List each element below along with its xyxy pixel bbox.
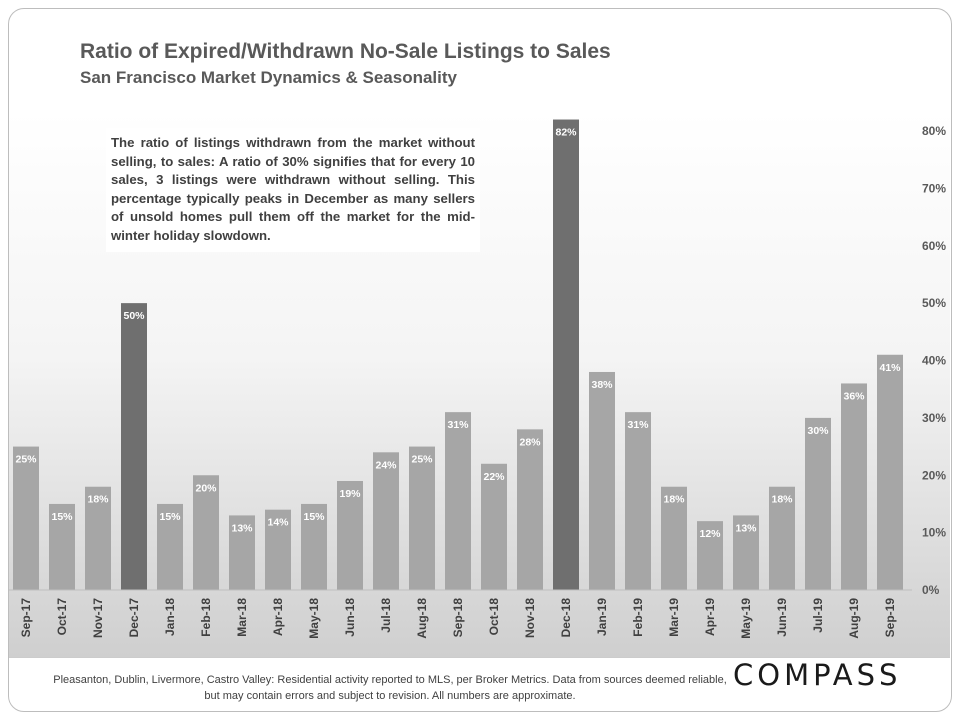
x-tick-label: Feb-19 (631, 598, 645, 637)
y-tick-label: 70% (922, 181, 946, 195)
x-tick-label: Jun-18 (343, 598, 357, 637)
data-label: 50% (123, 310, 145, 322)
chart-title: Ratio of Expired/Withdrawn No-Sale Listi… (80, 40, 611, 63)
x-tick-label: Jan-19 (595, 598, 609, 636)
bar (301, 503, 327, 590)
y-tick-label: 30% (922, 411, 946, 425)
bar (589, 371, 615, 590)
x-tick-label: Oct-17 (55, 598, 69, 636)
bar (517, 429, 543, 590)
bar (481, 463, 507, 590)
bar (841, 383, 867, 590)
chart-subtitle: San Francisco Market Dynamics & Seasonal… (80, 68, 457, 87)
x-tick-label: Sep-19 (883, 598, 897, 638)
data-label: 25% (15, 454, 37, 466)
footer-divider (9, 657, 950, 658)
bar (13, 446, 39, 590)
data-label: 25% (411, 454, 433, 466)
data-label: 82% (555, 127, 577, 139)
x-tick-label: May-18 (307, 598, 321, 639)
data-label: 18% (663, 494, 685, 506)
data-label: 36% (843, 390, 865, 402)
x-tick-label: Jul-18 (379, 598, 393, 633)
annotation-note: The ratio of listings withdrawn from the… (106, 128, 480, 252)
y-tick-label: 60% (922, 239, 946, 253)
x-tick-label: Oct-18 (487, 598, 501, 636)
bar (697, 521, 723, 590)
y-tick-label: 80% (922, 124, 946, 138)
x-tick-label: Jul-19 (811, 598, 825, 633)
bar (49, 503, 75, 590)
y-tick-label: 0% (922, 583, 940, 597)
x-tick-label: Dec-17 (127, 598, 141, 638)
data-label: 19% (339, 488, 361, 500)
bar (733, 515, 759, 590)
bar (409, 446, 435, 590)
x-tick-label: Aug-19 (847, 598, 861, 639)
bar (157, 503, 183, 590)
data-label: 13% (231, 522, 253, 534)
data-label: 15% (51, 511, 73, 523)
x-tick-label: Feb-18 (199, 598, 213, 637)
x-tick-label: Sep-17 (19, 598, 33, 638)
data-label: 38% (591, 379, 613, 391)
data-label: 13% (735, 522, 757, 534)
x-tick-label: Nov-18 (523, 598, 537, 638)
data-label: 18% (771, 494, 793, 506)
data-label: 41% (879, 362, 901, 374)
data-label: 30% (807, 425, 829, 437)
x-tick-label: Sep-18 (451, 598, 465, 638)
bar (805, 417, 831, 590)
bar (121, 303, 147, 590)
x-tick-label: Jan-18 (163, 598, 177, 636)
x-tick-label: Apr-18 (271, 598, 285, 636)
x-tick-label: Aug-18 (415, 598, 429, 639)
data-label: 31% (627, 419, 649, 431)
data-label: 20% (195, 482, 217, 494)
bar (85, 486, 111, 590)
footer-source: Pleasanton, Dublin, Livermore, Castro Va… (53, 674, 727, 702)
bar (337, 480, 363, 590)
data-label: 28% (519, 436, 541, 448)
data-label: 12% (699, 528, 721, 540)
x-tick-label: May-19 (739, 598, 753, 639)
data-label: 15% (303, 511, 325, 523)
data-label: 22% (483, 471, 505, 483)
data-label: 14% (267, 517, 289, 529)
data-label: 18% (87, 494, 109, 506)
bar (229, 515, 255, 590)
data-label: 31% (447, 419, 469, 431)
y-tick-label: 40% (922, 354, 946, 368)
compass-logo: COMPASS (733, 658, 902, 692)
x-tick-label: Apr-19 (703, 598, 717, 636)
x-tick-label: Mar-18 (235, 598, 249, 637)
y-tick-label: 10% (922, 526, 946, 540)
y-tick-label: 50% (922, 296, 946, 310)
bar (265, 509, 291, 590)
x-tick-label: Jun-19 (775, 598, 789, 637)
bar (625, 412, 651, 590)
bar (661, 486, 687, 590)
x-tick-label: Mar-19 (667, 598, 681, 637)
y-tick-label: 20% (922, 468, 946, 482)
data-label: 24% (375, 459, 397, 471)
bar (769, 486, 795, 590)
x-tick-label: Nov-17 (91, 598, 105, 638)
data-label: 15% (159, 511, 181, 523)
bar (877, 354, 903, 590)
bar (553, 119, 579, 591)
bar (445, 412, 471, 590)
bar (193, 475, 219, 590)
bar (373, 452, 399, 590)
x-tick-label: Dec-18 (559, 598, 573, 638)
